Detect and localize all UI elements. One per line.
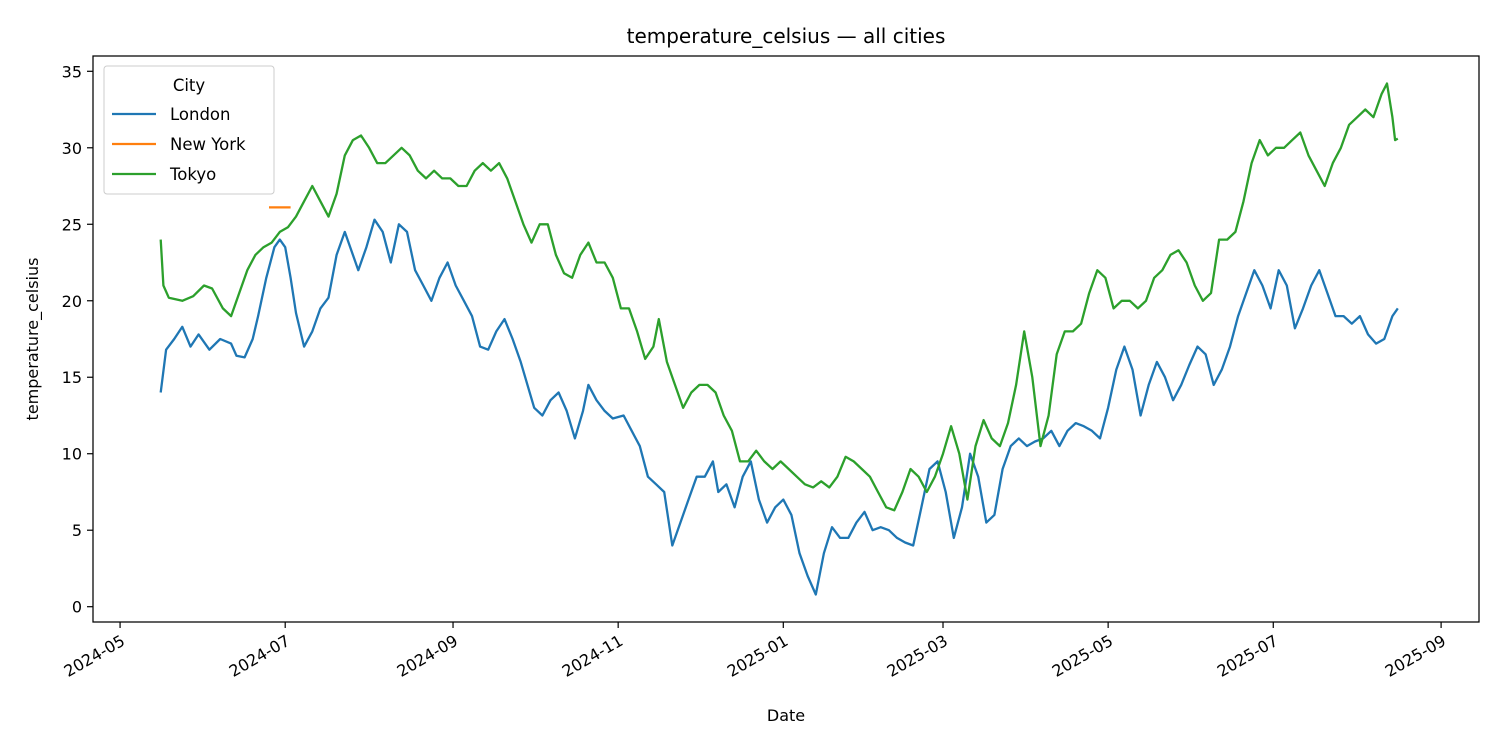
y-tick-label: 35 — [62, 62, 82, 81]
y-tick-label: 5 — [72, 521, 82, 540]
y-tick-label: 15 — [62, 368, 82, 387]
legend-label-new-york: New York — [170, 135, 246, 154]
legend-title: City — [173, 76, 206, 95]
y-tick-label: 30 — [62, 139, 82, 158]
plot-frame — [92, 55, 1480, 623]
y-tick-label: 10 — [62, 445, 82, 464]
legend-label-tokyo: Tokyo — [169, 165, 216, 184]
legend: City London New York Tokyo — [103, 65, 275, 195]
legend-box — [103, 65, 275, 195]
legend-entries: London New York Tokyo — [112, 105, 246, 184]
plot-lines — [159, 82, 1399, 596]
series-line-tokyo — [159, 82, 1399, 512]
y-axis: 0 5 10 15 20 25 30 35 — [62, 62, 93, 617]
y-tick-label: 25 — [62, 215, 82, 234]
x-axis-label: Date — [767, 706, 805, 725]
chart-title: temperature_celsius — all cities — [627, 24, 946, 48]
series-line-london — [159, 218, 1399, 596]
y-tick-label: 0 — [72, 598, 82, 617]
y-axis-label: temperature_celsius — [23, 258, 43, 421]
legend-label-london: London — [170, 105, 230, 124]
y-tick-label: 20 — [62, 292, 82, 311]
